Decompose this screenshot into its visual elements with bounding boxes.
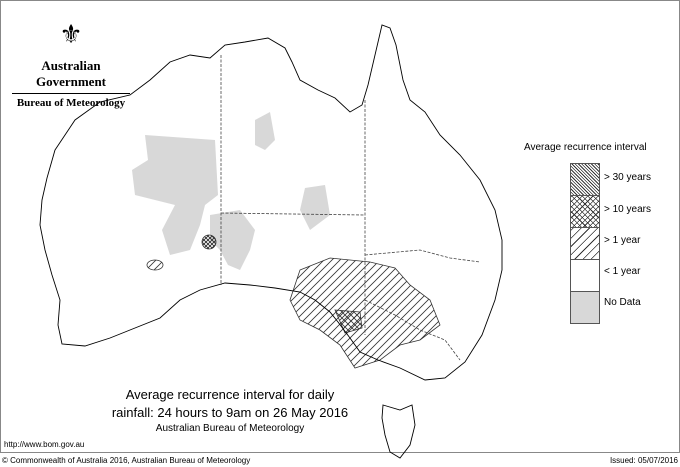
issued-date: Issued: 05/07/2016 xyxy=(609,456,678,465)
legend-label: < 1 year xyxy=(604,266,641,277)
bureau-name: Bureau of Meteorology xyxy=(16,97,126,109)
org-name: Australian Government xyxy=(35,58,107,89)
bom-logo: ⚜ Australian Government Bureau of Meteor… xyxy=(8,10,134,109)
state-borders xyxy=(220,55,481,361)
legend-title: Average recurrence interval xyxy=(524,142,647,153)
legend-swatch-under-1 xyxy=(571,260,599,292)
legend-label: > 10 years xyxy=(604,204,651,215)
map-title-line1: Average recurrence interval for daily xyxy=(125,387,335,402)
tasmania-outline xyxy=(381,404,416,459)
legend-label: No Data xyxy=(604,297,641,308)
exceedance-region-small xyxy=(146,259,164,271)
legend-swatch-no-data xyxy=(571,292,599,323)
url-link[interactable]: http://www.bom.gov.au xyxy=(4,440,85,449)
coat-of-arms-icon: ⚜ xyxy=(59,19,83,49)
mainland-outline xyxy=(39,24,503,381)
map-subtitle: Australian Bureau of Meteorology xyxy=(155,423,305,434)
exceedance-region-over-10-years xyxy=(334,309,363,334)
legend-label: > 1 year xyxy=(604,235,641,246)
legend-swatch-over-1 xyxy=(571,228,599,260)
copyright: © Commonwealth of Australia 2016, Austra… xyxy=(2,456,251,465)
no-data-regions xyxy=(132,112,330,270)
legend-swatch-over-10 xyxy=(571,196,599,228)
legend-label: > 30 years xyxy=(604,172,651,183)
legend xyxy=(570,163,600,324)
map-title-line2: rainfall: 24 hours to 9am on 26 May 2016 xyxy=(111,405,349,420)
exceedance-region-over-30-years xyxy=(201,234,217,250)
legend-swatch-over-30 xyxy=(571,164,599,196)
